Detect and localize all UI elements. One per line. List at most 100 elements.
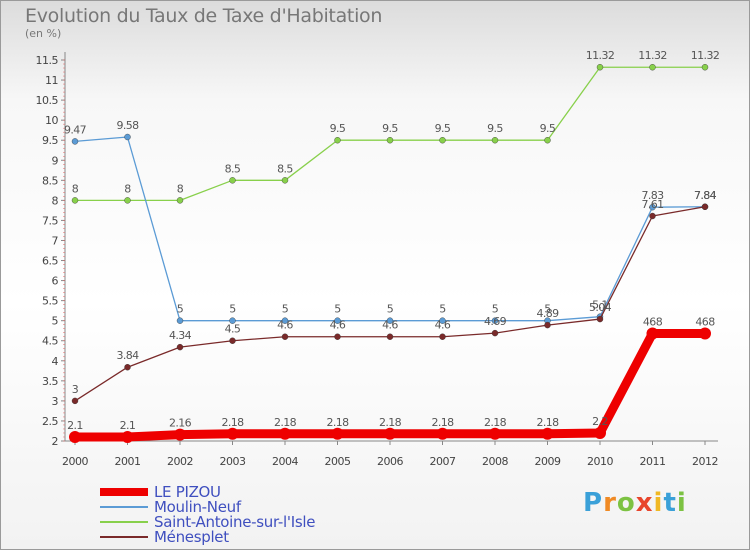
x-tick-label: 2002 xyxy=(167,455,193,468)
data-label: 3 xyxy=(72,383,79,396)
data-point xyxy=(279,427,291,440)
data-label: 2.18 xyxy=(431,416,454,429)
x-tick-label: 2007 xyxy=(430,455,456,468)
y-tick-label: 2 xyxy=(52,435,59,448)
data-point xyxy=(176,197,184,204)
data-point xyxy=(229,317,236,324)
y-tick-label: 2.5 xyxy=(42,415,58,428)
data-label: 9.5 xyxy=(487,122,503,135)
data-label: 3.84 xyxy=(116,349,139,362)
data-point xyxy=(124,197,131,204)
data-label: 5 xyxy=(229,303,236,316)
data-point xyxy=(541,427,554,440)
data-point xyxy=(701,64,709,71)
data-label: 4.5 xyxy=(225,323,241,336)
legend-swatch xyxy=(100,506,148,508)
data-point xyxy=(281,317,289,324)
y-tick-label: 5 xyxy=(52,315,59,328)
data-label: 8 xyxy=(72,182,79,195)
data-point xyxy=(121,430,134,443)
data-point xyxy=(649,203,656,211)
data-point xyxy=(544,137,551,144)
x-tick-label: 2005 xyxy=(325,455,351,468)
y-tick-label: 7 xyxy=(52,234,59,247)
data-point xyxy=(334,317,341,324)
data-point xyxy=(384,427,396,440)
data-label: 7.84 xyxy=(694,189,717,202)
y-tick-label: 9 xyxy=(52,154,59,167)
y-tick-label: 10 xyxy=(45,114,58,127)
data-label: 5 xyxy=(334,303,341,316)
proxiti-logo: Proxiti xyxy=(583,488,687,518)
data-label: 2.18 xyxy=(221,416,244,429)
data-point xyxy=(596,64,604,71)
data-label: 5.1 xyxy=(592,299,608,312)
data-label: 2.18 xyxy=(326,416,349,429)
logo-letter: i xyxy=(676,488,687,518)
logo-letter: r xyxy=(603,488,617,518)
legend-swatch xyxy=(100,488,148,496)
data-label: 2.18 xyxy=(379,416,402,429)
data-point xyxy=(331,427,344,440)
data-point xyxy=(439,137,446,144)
data-label: 5 xyxy=(439,303,446,316)
data-label: 8.5 xyxy=(225,162,241,175)
logo-letter: t xyxy=(663,488,677,518)
data-point xyxy=(436,427,449,440)
data-point xyxy=(491,137,499,144)
data-point xyxy=(176,317,184,324)
data-point xyxy=(124,133,131,141)
legend-label: Saint-Antoine-sur-l'Isle xyxy=(154,513,316,531)
x-tick-label: 2012 xyxy=(692,455,718,468)
data-label: 4.6 xyxy=(382,319,398,332)
data-label: 11.32 xyxy=(586,49,615,62)
y-tick-label: 9.5 xyxy=(42,134,58,147)
y-tick-label: 4 xyxy=(52,355,59,368)
y-tick-label: 4.5 xyxy=(42,335,58,348)
data-label: 8.5 xyxy=(277,162,293,175)
data-point xyxy=(649,64,656,71)
data-label: 9.5 xyxy=(382,122,398,135)
legend-swatch xyxy=(100,521,148,523)
logo-letter: P xyxy=(583,488,604,518)
data-point xyxy=(646,327,659,340)
data-label: 11.32 xyxy=(691,49,720,62)
x-tick-label: 2003 xyxy=(220,455,246,468)
logo-letter: i xyxy=(653,488,664,518)
data-label: 4.34 xyxy=(169,329,192,342)
y-tick-label: 5.5 xyxy=(42,295,58,308)
data-label: 9.5 xyxy=(330,122,346,135)
x-tick-label: 2009 xyxy=(535,455,561,468)
data-point xyxy=(281,177,289,184)
x-tick-label: 2004 xyxy=(272,455,298,468)
data-label: 2.18 xyxy=(536,416,559,429)
x-tick-label: 2010 xyxy=(587,455,613,468)
data-point xyxy=(334,137,341,144)
data-point xyxy=(699,327,711,340)
y-tick-label: 8.5 xyxy=(42,174,58,187)
data-point xyxy=(386,137,394,144)
series-line-1 xyxy=(74,136,706,322)
data-label: 5.04 xyxy=(589,301,612,314)
data-point xyxy=(596,315,604,323)
data-label: 8 xyxy=(177,182,184,195)
data-label: 7.61 xyxy=(641,198,663,211)
data-point xyxy=(386,333,394,340)
data-point xyxy=(69,430,81,443)
data-label: 9.5 xyxy=(435,122,451,135)
y-tick-label: 3.5 xyxy=(42,375,58,388)
data-label: 5 xyxy=(177,303,184,316)
data-point xyxy=(281,333,289,340)
data-point xyxy=(544,321,551,329)
data-point xyxy=(334,333,341,340)
data-point xyxy=(594,426,606,439)
data-point xyxy=(439,333,446,340)
data-point xyxy=(229,337,236,344)
y-tick-label: 11.5 xyxy=(36,54,59,67)
data-label: 5 xyxy=(492,303,499,316)
data-label: 4.6 xyxy=(435,319,451,332)
y-tick-label: 6 xyxy=(52,275,59,288)
data-point xyxy=(226,427,239,440)
